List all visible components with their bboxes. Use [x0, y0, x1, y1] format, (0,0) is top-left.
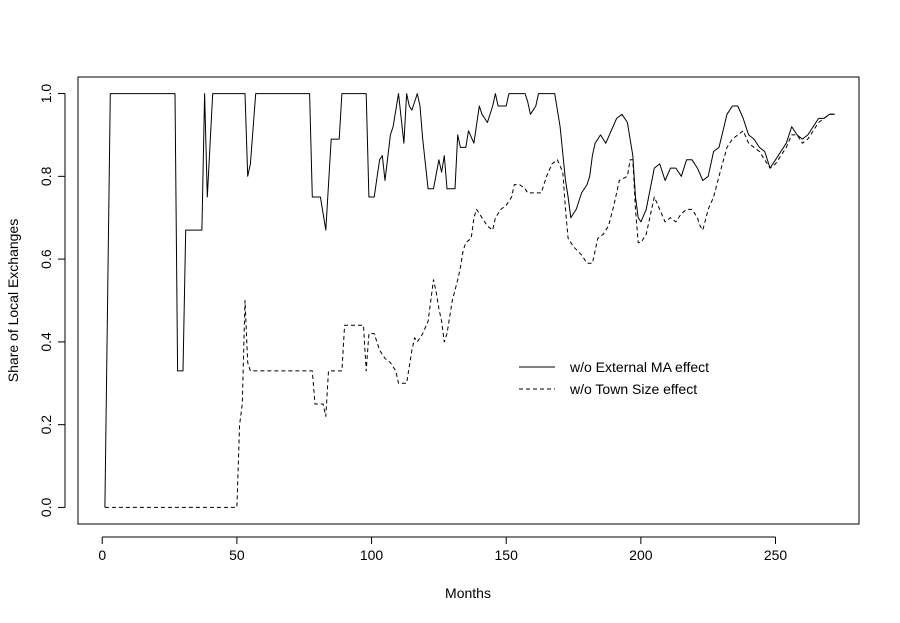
y-tick-label: 1.0 [38, 84, 54, 104]
y-tick-label: 0.2 [38, 415, 54, 435]
x-tick-label: 0 [98, 547, 106, 563]
y-axis: 0.0 0.2 0.4 0.6 0.8 1.0 [38, 84, 66, 518]
y-axis-title: Share of Local Exchanges [5, 219, 21, 382]
legend: w/o External MA effect w/o Town Size effe… [519, 359, 709, 397]
y-tick-label: 0.0 [38, 498, 54, 518]
y-tick-label: 0.8 [38, 166, 54, 186]
y-tick-label: 0.4 [38, 332, 54, 352]
legend-label-2: w/o Town Size effect [569, 381, 697, 397]
x-axis-title: Months [445, 585, 491, 601]
plot-frame [77, 76, 860, 525]
series-line-1 [104, 93, 835, 508]
x-tick-label: 250 [764, 547, 788, 563]
x-axis: 0 50 100 150 200 250 [98, 536, 788, 563]
series-line-2 [104, 113, 835, 508]
x-tick-label: 150 [495, 547, 519, 563]
series-layer [104, 93, 835, 508]
legend-label-1: w/o External MA effect [569, 359, 709, 375]
x-tick-label: 50 [229, 547, 245, 563]
x-tick-label: 100 [360, 547, 384, 563]
y-tick-label: 0.6 [38, 249, 54, 269]
x-tick-label: 200 [629, 547, 653, 563]
